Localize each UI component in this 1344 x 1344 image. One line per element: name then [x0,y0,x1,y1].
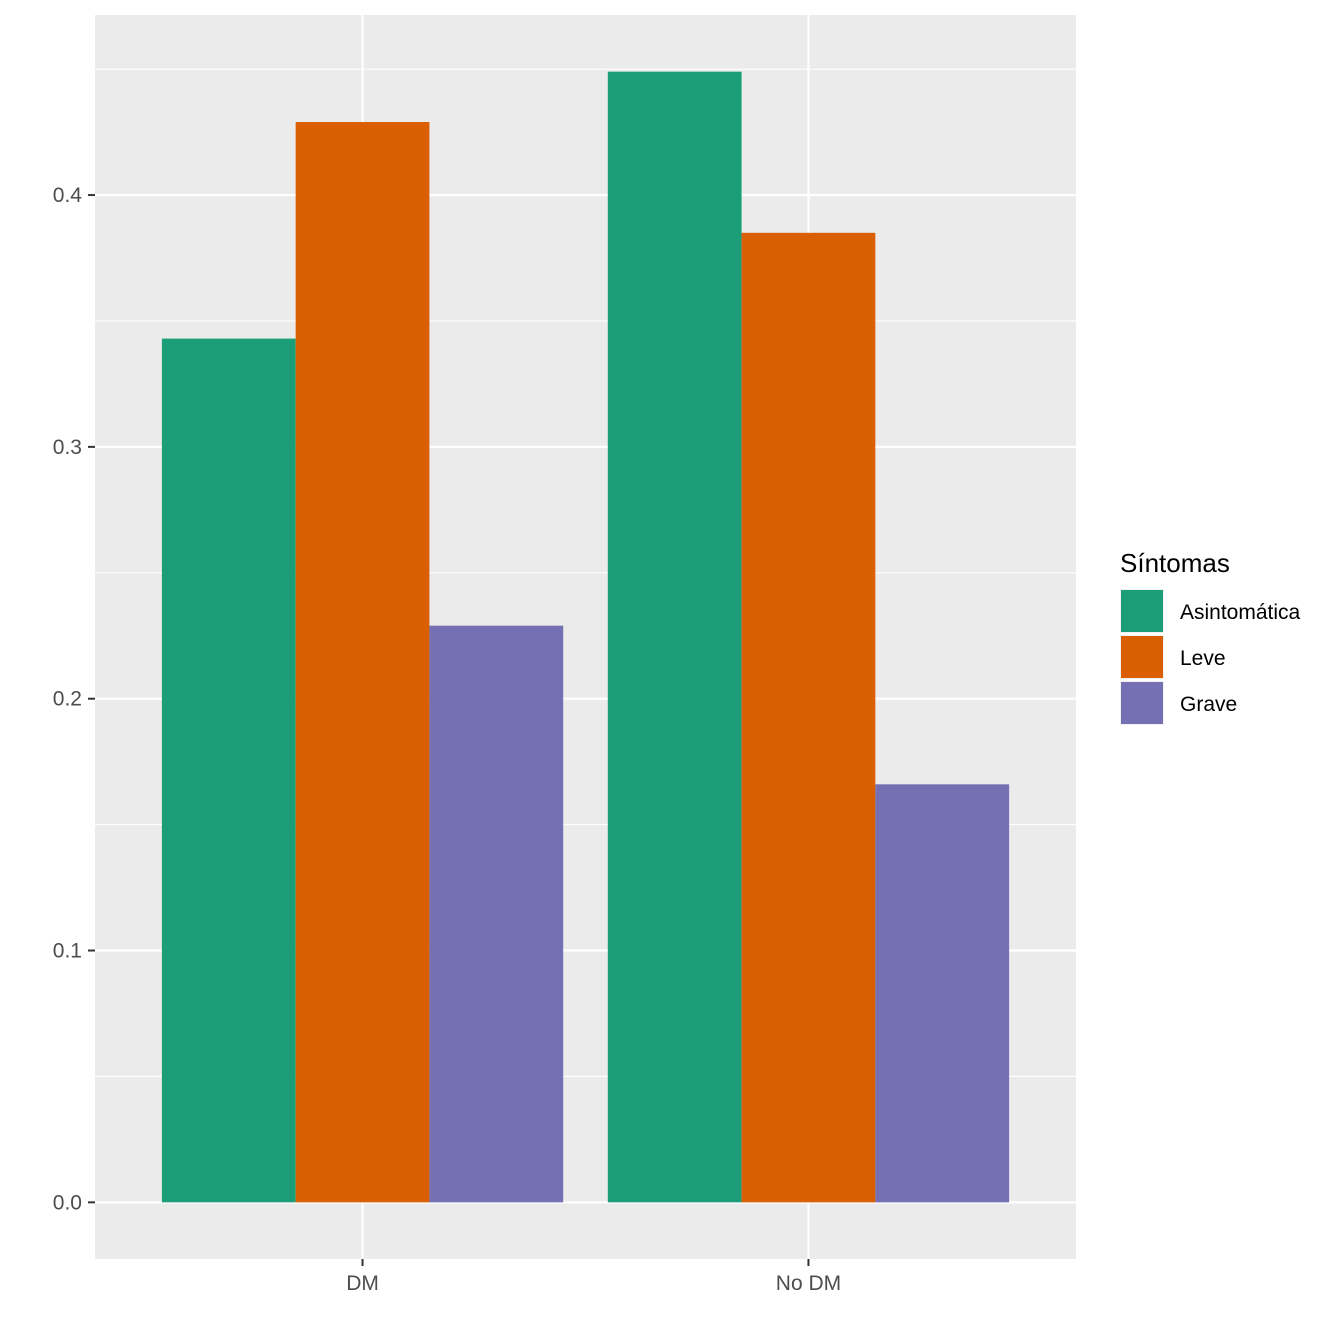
bar [429,625,564,1203]
x-axis: DM No DM [346,1259,841,1295]
x-tick-label: DM [346,1272,379,1295]
bar [741,232,876,1203]
legend-key [1121,590,1163,632]
y-axis: 0.0 0.1 0.2 0.3 0.4 [53,184,95,1214]
y-tick-label: 0.2 [53,688,82,711]
y-tick-label: 0.1 [53,940,82,963]
legend-label: Leve [1180,647,1226,670]
legend-label: Asintomática [1180,601,1301,624]
y-tick-label: 0.0 [53,1191,82,1214]
y-tick-label: 0.3 [53,436,82,459]
bar [295,122,430,1203]
bar [161,338,296,1203]
legend: Síntomas Asintomática Leve Grave [1120,548,1301,725]
bars [161,71,1010,1203]
legend-title: Síntomas [1120,548,1230,578]
x-tick-label: No DM [776,1272,841,1295]
bar [875,784,1010,1203]
legend-label: Grave [1180,693,1237,716]
legend-key [1121,636,1163,678]
legend-key [1121,682,1163,724]
bar [607,71,742,1203]
y-tick-label: 0.4 [53,184,83,207]
